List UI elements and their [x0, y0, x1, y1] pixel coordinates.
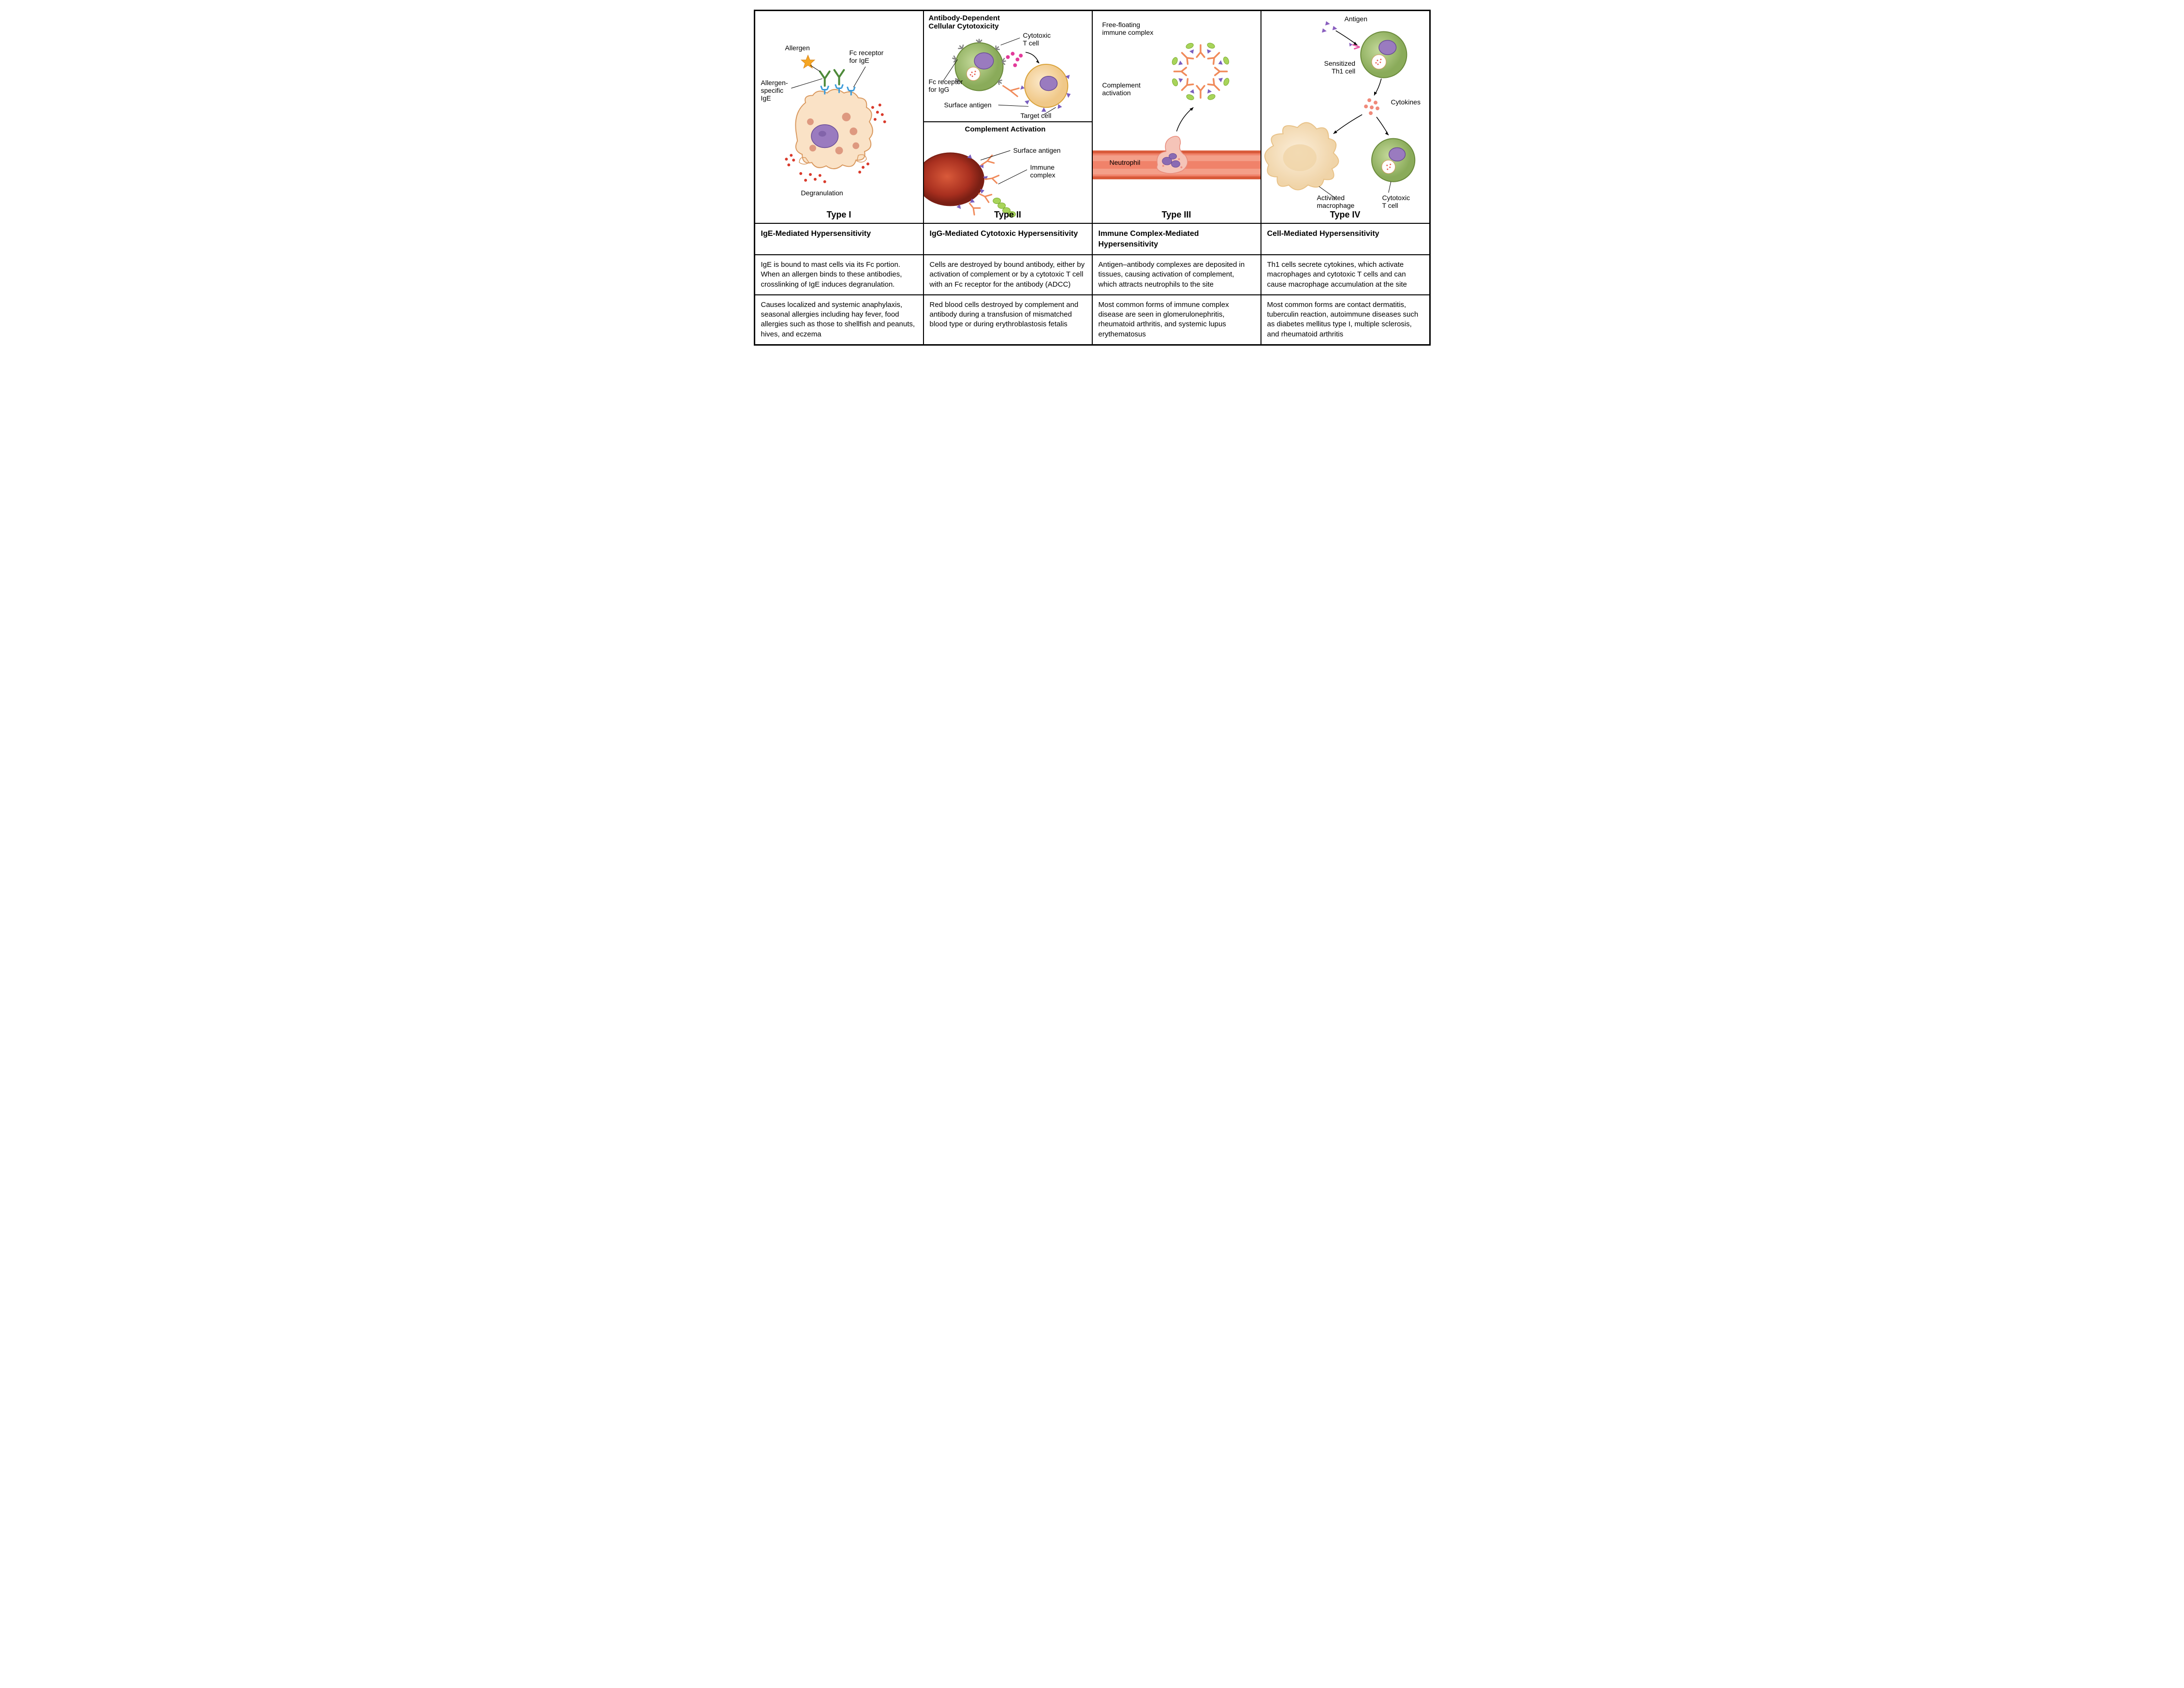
- type-label-2: Type II: [924, 210, 1092, 220]
- label-th1: Sensitized Th1 cell: [1324, 59, 1356, 75]
- type2-svg: [924, 11, 1092, 223]
- header-type-1: IgE-Mediated Hypersensitivity: [755, 223, 923, 255]
- label-cytotoxic-t: Cytotoxic T cell: [1023, 31, 1051, 47]
- label-fc-ige: Fc receptor for IgE: [850, 49, 884, 64]
- mechanism-type-3: Antigen–antibody complexes are deposited…: [1092, 255, 1261, 295]
- label-macrophage: Activated macrophage: [1317, 194, 1355, 209]
- type-label-1: Type I: [755, 210, 923, 220]
- diagram-type-2: Antibody-Dependent Cellular Cytotoxicity…: [923, 11, 1092, 223]
- type4-svg: [1261, 11, 1429, 223]
- type-label-4: Type IV: [1261, 210, 1429, 220]
- examples-type-2: Red blood cells destroyed by complement …: [923, 295, 1092, 345]
- type3-svg: [1093, 11, 1261, 223]
- header-type-3: Immune Complex-Mediated Hypersensitivity: [1092, 223, 1261, 255]
- mechanism-type-4: Th1 cells secrete cytokines, which activ…: [1261, 255, 1430, 295]
- label-neutrophil: Neutrophil: [1110, 159, 1141, 166]
- label-surface-antigen-2: Surface antigen: [1013, 146, 1061, 154]
- label-target-cell: Target cell: [1021, 112, 1052, 119]
- label-complement-activation: Complement activation: [1102, 81, 1141, 97]
- label-allergen: Allergen: [785, 44, 810, 52]
- examples-type-4: Most common forms are contact dermatitis…: [1261, 295, 1430, 345]
- label-cytokines: Cytokines: [1391, 98, 1421, 106]
- diagram-type-4: Antigen Sensitized Th1 cell Cytokines Ac…: [1261, 11, 1430, 223]
- label-antigen: Antigen: [1345, 15, 1367, 23]
- hypersensitivity-table: Allergen Allergen- specific IgE Fc recep…: [754, 10, 1431, 346]
- label-ige: Allergen- specific IgE: [761, 79, 788, 102]
- examples-type-3: Most common forms of immune complex dise…: [1092, 295, 1261, 345]
- label-surface-antigen-1: Surface antigen: [944, 101, 992, 109]
- label-complement-title: Complement Activation: [965, 125, 1046, 133]
- type-label-3: Type III: [1093, 210, 1261, 220]
- label-adcc-title: Antibody-Dependent Cellular Cytotoxicity: [929, 14, 1000, 31]
- header-type-4: Cell-Mediated Hypersensitivity: [1261, 223, 1430, 255]
- mechanism-type-1: IgE is bound to mast cells via its Fc po…: [755, 255, 923, 295]
- diagram-type-1: Allergen Allergen- specific IgE Fc recep…: [755, 11, 923, 223]
- label-free-floating: Free-floating immune complex: [1102, 21, 1154, 36]
- diagram-type-3: Free-floating immune complex Complement …: [1092, 11, 1261, 223]
- label-immune-complex: Immune complex: [1030, 163, 1055, 179]
- label-cytotoxic-t-4: Cytotoxic T cell: [1382, 194, 1410, 209]
- label-degranulation: Degranulation: [801, 189, 843, 197]
- header-type-2: IgG-Mediated Cytotoxic Hypersensitivity: [923, 223, 1092, 255]
- examples-type-1: Causes localized and systemic anaphylaxi…: [755, 295, 923, 345]
- label-fc-igg: Fc receptor for IgG: [929, 78, 963, 93]
- mechanism-type-2: Cells are destroyed by bound antibody, e…: [923, 255, 1092, 295]
